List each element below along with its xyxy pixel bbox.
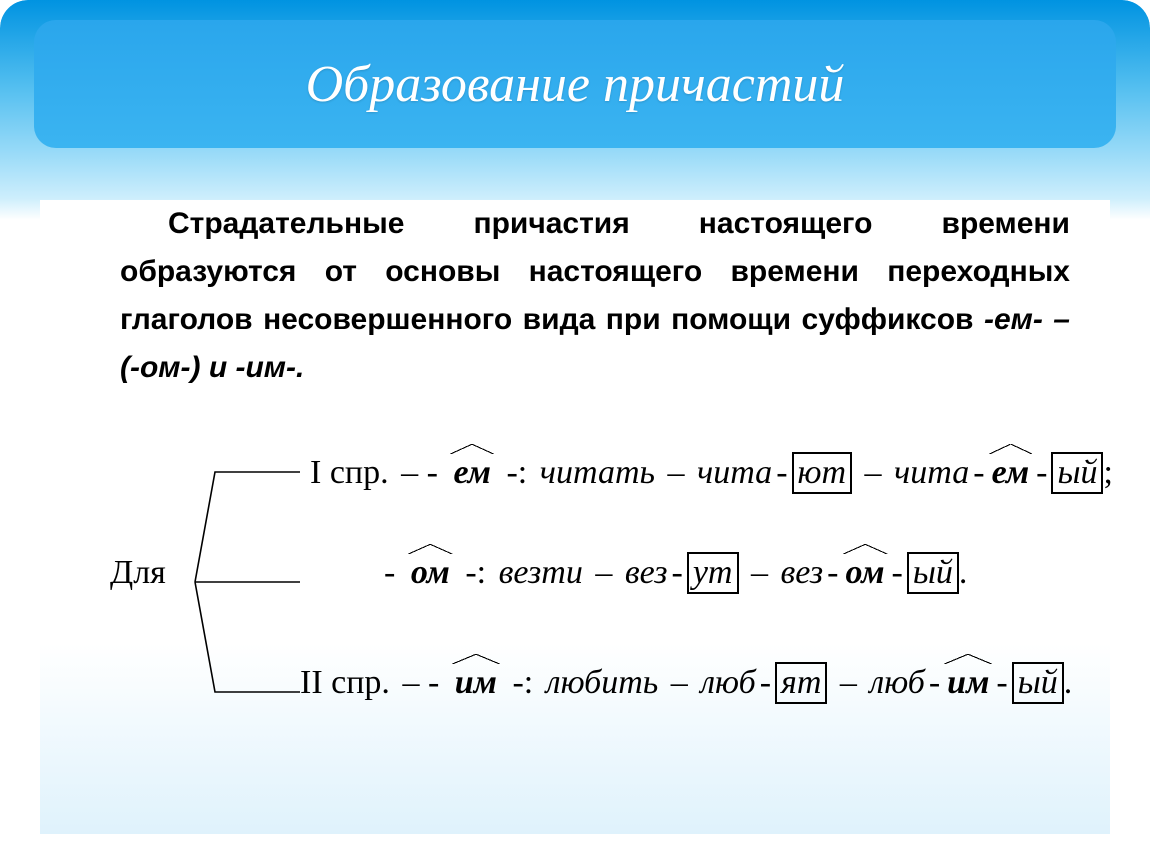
branch-2-suffix: ом bbox=[408, 554, 453, 592]
branch-3-infinitive: любить bbox=[546, 664, 658, 702]
sep-hyphen: - bbox=[1032, 454, 1051, 492]
diagram-root-label: Для bbox=[110, 554, 166, 592]
header-inner: Образование причастий bbox=[34, 20, 1116, 148]
rule-line-1: Страдательные причастия настоящего време… bbox=[168, 207, 1070, 240]
sep-dash: – bbox=[852, 454, 894, 492]
branch-2-terminator: . bbox=[959, 554, 968, 592]
sep-dash: – - bbox=[389, 454, 451, 492]
branch-row-2: - ом -: везти – вез - ут – вез - ом - ый… bbox=[380, 552, 967, 594]
branch-2-3pl-ending: ут bbox=[687, 552, 739, 594]
branch-1-suffix-b: ем bbox=[989, 454, 1033, 492]
sep-hyphen: - bbox=[823, 554, 842, 592]
branch-2-stem-a: вез bbox=[625, 554, 668, 592]
branch-2-infinitive: везти bbox=[499, 554, 583, 592]
sep-dash: – bbox=[655, 454, 697, 492]
branch-1-stem-b: чита bbox=[894, 454, 969, 492]
branch-diagram: Для I спр. – - ем -: читать – чита - ют … bbox=[40, 432, 1110, 732]
branch-3-suffix: им bbox=[452, 664, 500, 702]
sep-hyphen: - bbox=[772, 454, 791, 492]
branch-2-suffix-b: ом bbox=[843, 554, 888, 592]
sep-dash: – bbox=[583, 554, 625, 592]
branch-1-stem-a: чита bbox=[697, 454, 772, 492]
sep-dash: – bbox=[739, 554, 781, 592]
sep-dash: - bbox=[380, 554, 408, 592]
slide-title: Образование причастий bbox=[306, 55, 845, 114]
sep-hyphen: - bbox=[969, 454, 988, 492]
content-area: Страдательные причастия настоящего време… bbox=[40, 200, 1110, 834]
sep-colon: -: bbox=[494, 454, 540, 492]
branch-row-3: II спр. – - им -: любить – люб - ят – лю… bbox=[300, 662, 1072, 704]
rule-line-3: глаголов несовершенного вида при помощи … bbox=[120, 303, 974, 336]
branch-2-adj-ending: ый bbox=[907, 552, 959, 594]
branch-1-3pl-ending: ют bbox=[792, 452, 853, 494]
branch-lines-svg bbox=[190, 452, 310, 702]
branch-1-suffix: ем bbox=[450, 454, 494, 492]
rule-paragraph: Страдательные причастия настоящего време… bbox=[40, 200, 1110, 392]
sep-hyphen: - bbox=[925, 664, 944, 702]
sep-hyphen: - bbox=[756, 664, 775, 702]
branch-1-infinitive: читать bbox=[540, 454, 655, 492]
branch-3-3pl-ending: ят bbox=[775, 662, 827, 704]
branch-3-suffix-b: им bbox=[944, 664, 992, 702]
branch-1-terminator: ; bbox=[1103, 454, 1112, 492]
branch-3-label: II спр. bbox=[300, 664, 390, 702]
rule-line-2: образуются от основы настоящего времени … bbox=[120, 255, 1070, 288]
sep-dash: – bbox=[827, 664, 869, 702]
branch-1-label: I спр. bbox=[310, 454, 389, 492]
sep-hyphen: - bbox=[888, 554, 907, 592]
sep-hyphen: - bbox=[992, 664, 1011, 702]
sep-dash: – - bbox=[390, 664, 452, 702]
branch-3-stem-b: люб bbox=[869, 664, 924, 702]
slide: Образование причастий Страдательные прич… bbox=[0, 0, 1150, 864]
sep-colon: -: bbox=[500, 664, 546, 702]
sep-colon: -: bbox=[453, 554, 499, 592]
sep-dash: – bbox=[658, 664, 700, 702]
sep-hyphen: - bbox=[668, 554, 687, 592]
branch-3-stem-a: люб bbox=[700, 664, 755, 702]
branch-3-adj-ending: ый bbox=[1012, 662, 1064, 704]
branch-3-terminator: . bbox=[1064, 664, 1073, 702]
branch-2-stem-b: вез bbox=[781, 554, 824, 592]
branch-row-1: I спр. – - ем -: читать – чита - ют – чи… bbox=[310, 452, 1113, 494]
branch-1-adj-ending: ый bbox=[1051, 452, 1103, 494]
